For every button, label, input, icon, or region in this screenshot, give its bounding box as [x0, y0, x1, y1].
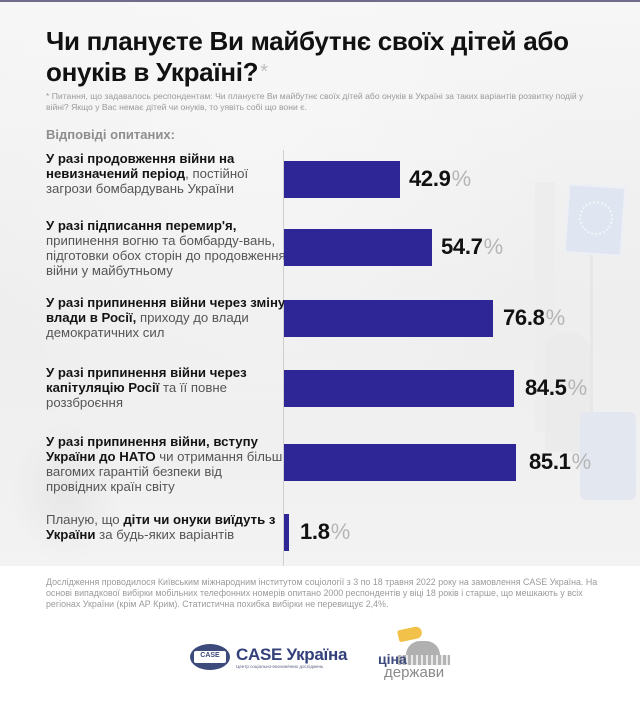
- bar-1: [284, 161, 400, 198]
- cina-word: ціна: [378, 651, 407, 667]
- value-number: 42.9: [409, 166, 451, 191]
- background-figure: [10, 422, 120, 562]
- case-ukraine-logo: CASE CASE Україна Центр соціально-економ…: [190, 638, 350, 676]
- background-sign-post: [590, 252, 593, 412]
- bar-5: [284, 444, 516, 481]
- percent-sign: %: [567, 375, 588, 400]
- value-label-3: 76.8%: [503, 305, 565, 331]
- row-label-bold: У разі припинення війни через зміну влад…: [46, 295, 286, 325]
- row-label-rest: , постійної загрози бомбардувань України: [46, 166, 249, 196]
- bar-3: [284, 300, 493, 337]
- percent-sign: %: [451, 166, 472, 191]
- eu-sign-graphic: [563, 183, 627, 257]
- derzhavy-word: держави: [384, 664, 445, 681]
- value-label-4: 84.5%: [525, 375, 587, 401]
- value-label-2: 54.7%: [441, 234, 503, 260]
- value-number: 85.1: [529, 449, 571, 474]
- row-label-bold: У разі припинення війни, вступу України …: [46, 434, 258, 464]
- row-label-2: У разі підписання перемир'я, припинення …: [46, 218, 286, 278]
- row-label-rest: чи отримання більш вагомих гарантій безп…: [46, 449, 283, 494]
- value-number: 54.7: [441, 234, 483, 259]
- row-label-5: У разі припинення війни, вступу України …: [46, 434, 286, 494]
- percent-sign: %: [330, 519, 351, 544]
- row-label-pre: Планую, що: [46, 512, 124, 527]
- row-label-bold: У разі припинення війни через капітуляці…: [46, 365, 247, 395]
- chart-title: Чи плануєте Ви майбутнє своїх дітей або …: [46, 26, 606, 88]
- row-label-rest: за будь-яких варіантів: [95, 527, 235, 542]
- case-emblem-text: CASE: [200, 652, 220, 659]
- value-label-6: 1.8%: [300, 519, 350, 545]
- title-asterisk: *: [260, 61, 268, 83]
- eu-stars-icon: [577, 199, 615, 237]
- value-label-5: 85.1%: [529, 449, 591, 475]
- row-label-4: У разі припинення війни через капітуляці…: [46, 365, 286, 410]
- value-label-1: 42.9%: [409, 166, 471, 192]
- row-label-rest: приходу до влади демократичних сил: [46, 310, 249, 340]
- value-number: 84.5: [525, 375, 567, 400]
- question-note: * Питання, що задавалось респондентам: Ч…: [46, 91, 584, 112]
- bar-4: [284, 370, 514, 407]
- flag-icon: [397, 625, 423, 643]
- value-number: 1.8: [300, 519, 330, 544]
- bar-2: [284, 229, 432, 266]
- row-label-bold: У разі продовження війни на невизначений…: [46, 151, 235, 181]
- chart-axis-line: [283, 150, 284, 566]
- cina-derzhavy-logo: ціна держави: [378, 625, 468, 686]
- methodology-footnote: Дослідження проводилося Київським міжнар…: [46, 577, 598, 609]
- row-label-bold: діти чи онуки виїдуть з України: [46, 512, 276, 542]
- row-label-3: У разі припинення війни через зміну влад…: [46, 295, 286, 340]
- row-label-rest: припинення вогню та бомбарду-вань, підго…: [46, 233, 286, 278]
- chart-title-text: Чи плануєте Ви майбутнє своїх дітей або …: [46, 26, 569, 87]
- case-name: CASE Україна: [236, 644, 348, 664]
- parliament-building-icon: [398, 655, 450, 665]
- row-label-1: У разі продовження війни на невизначений…: [46, 151, 286, 196]
- parliament-dome-icon: [406, 641, 440, 655]
- top-border: [0, 0, 640, 2]
- value-number: 76.8: [503, 305, 545, 330]
- case-emblem-icon: CASE: [190, 644, 230, 670]
- percent-sign: %: [483, 234, 504, 259]
- answers-label: Відповіді опитаних:: [46, 127, 175, 142]
- case-subtitle: Центр соціально-економічних досліджень: [236, 663, 324, 669]
- row-label-6: Планую, що діти чи онуки виїдуть з Украї…: [46, 512, 286, 542]
- bar-6: [284, 514, 289, 551]
- case-text-block: CASE Україна Центр соціально-економічних…: [236, 645, 347, 670]
- row-label-bold: У разі підписання перемир'я,: [46, 218, 237, 233]
- background-suitcase: [580, 412, 636, 500]
- footer-area: [0, 566, 640, 706]
- row-label-rest: та її повне роззброєння: [46, 380, 227, 410]
- percent-sign: %: [545, 305, 566, 330]
- percent-sign: %: [571, 449, 592, 474]
